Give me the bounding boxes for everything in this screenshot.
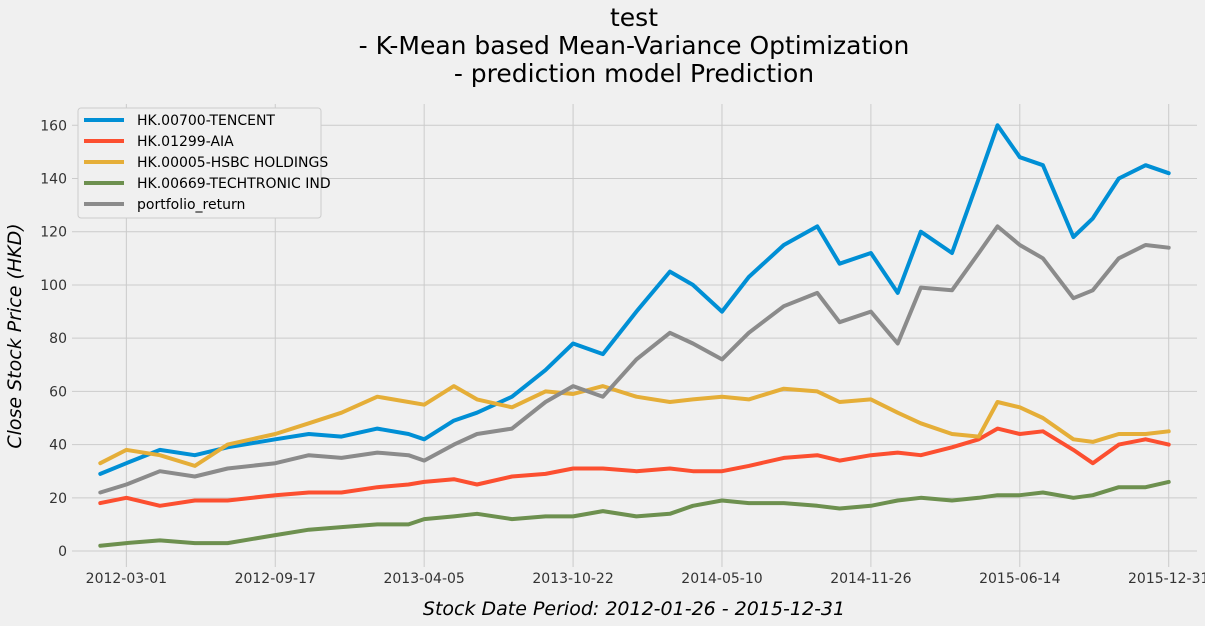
legend-entry-label: portfolio_return [137,197,245,213]
x-axis-label: Stock Date Period: 2012-01-26 - 2015-12-… [423,598,845,620]
y-tick-label: 40 [49,438,67,454]
x-tick-label: 2012-03-01 [86,571,167,587]
y-axis-label: Close Stock Price (HKD) [4,223,26,448]
x-tick-label: 2015-06-14 [979,571,1060,587]
x-tick-label: 2013-04-05 [383,571,464,587]
legend-box [77,107,322,219]
x-tick-label: 2014-05-10 [681,571,762,587]
y-tick-label: 100 [40,278,67,294]
x-tick-label: 2014-11-26 [830,571,911,587]
series-line-0 [98,123,1171,476]
y-tick-label: 80 [49,331,67,347]
series-line-2 [98,384,1171,468]
x-axis-ticks: 2012-03-01 2012-09-17 2013-04-05 2013-10-22… [86,571,1205,587]
series-line-1 [98,426,1171,508]
y-tick-label: 160 [40,118,67,134]
legend-entry-label: HK.01299-AIA [137,134,234,150]
series-line-3 [98,479,1171,548]
y-axis-ticks: 0 20 40 60 80 100 120 140 160 [40,118,67,560]
y-tick-label: 60 [49,384,67,400]
series-lines [98,123,1171,548]
legend-entry-label: HK.00005-HSBC HOLDINGS [137,155,328,171]
chart-title-line-3: - prediction model Prediction [454,59,814,88]
chart-title: test - K-Mean based Mean-Variance Optimi… [359,3,910,88]
chart-title-line-2: - K-Mean based Mean-Variance Optimizatio… [359,31,910,60]
chart-legend: HK.00700-TENCENT HK.01299-AIA HK.00005-HSB… [77,107,331,219]
y-tick-label: 120 [40,225,67,241]
y-tick-label: 20 [49,491,67,507]
x-tick-label: 2015-12-31 [1128,571,1205,587]
x-tick-label: 2013-10-22 [532,571,613,587]
y-tick-label: 140 [40,172,67,188]
chart-title-line-1: test [610,3,658,32]
series-line-4 [98,224,1171,495]
y-tick-label: 0 [58,544,67,560]
legend-entry-label: HK.00669-TECHTRONIC IND [137,176,331,192]
x-tick-label: 2012-09-17 [235,571,316,587]
legend-entry-label: HK.00700-TENCENT [137,113,275,129]
